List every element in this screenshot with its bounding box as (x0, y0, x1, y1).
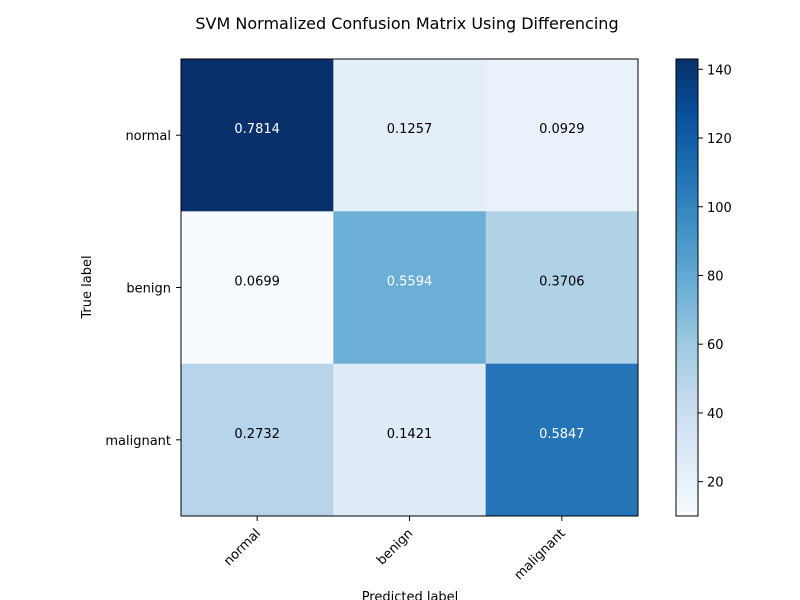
matrix-cell-0-2 (485, 59, 639, 212)
matrix-cell-1-2 (485, 211, 639, 365)
y-tick-label-normal: normal (125, 129, 171, 144)
chart-title: SVM Normalized Confusion Matrix Using Di… (195, 14, 618, 33)
colorbar-tick-label: 80 (707, 269, 724, 284)
cell-value-0-1: 0.1257 (387, 122, 433, 137)
y-tick-label-malignant: malignant (105, 434, 171, 449)
cell-value-2-2: 0.5847 (539, 427, 585, 442)
matrix-cell-0-1 (333, 59, 487, 212)
cell-value-1-2: 0.3706 (539, 275, 585, 290)
matrix-cell-2-1 (333, 363, 487, 517)
colorbar-tick-label: 20 (707, 476, 724, 491)
cell-value-0-0: 0.7814 (234, 122, 280, 137)
colorbar-tick-label: 120 (707, 132, 732, 147)
matrix-cell-2-0 (181, 363, 334, 517)
x-tick-label-malignant: malignant (512, 526, 569, 583)
colorbar-ticks: 20 40 60 80 100 120 140 (698, 63, 732, 491)
cell-value-0-2: 0.0929 (539, 122, 585, 137)
x-axis-ticks: normal benign malignant (221, 516, 569, 583)
matrix-cell-1-1 (333, 211, 487, 365)
matrix-cells (181, 59, 639, 517)
matrix-cell-1-0 (181, 211, 334, 365)
colorbar-tick-label: 100 (707, 201, 732, 216)
y-axis-label: True label (80, 255, 95, 319)
matrix-cell-labels: 0.7814 0.1257 0.0929 0.0699 0.5594 0.3706 0.27… (234, 122, 584, 442)
x-axis-label: Predicted label (362, 590, 459, 600)
matrix-cell-0-0 (181, 59, 334, 212)
cell-value-1-0: 0.0699 (234, 275, 280, 290)
x-tick-label-benign: benign (374, 526, 416, 568)
cell-value-1-1: 0.5594 (387, 275, 433, 290)
x-tick-label-normal: normal (221, 526, 264, 569)
colorbar-tick-label: 40 (707, 407, 724, 422)
matrix-cell-2-2 (485, 363, 639, 517)
cell-value-2-0: 0.2732 (234, 427, 280, 442)
colorbar-tick-label: 140 (707, 63, 732, 78)
y-tick-label-benign: benign (126, 282, 171, 297)
colorbar (675, 58, 699, 517)
colorbar-tick-label: 60 (707, 338, 724, 353)
y-axis-ticks: normal benign malignant (105, 129, 181, 449)
cell-value-2-1: 0.1421 (387, 427, 433, 442)
